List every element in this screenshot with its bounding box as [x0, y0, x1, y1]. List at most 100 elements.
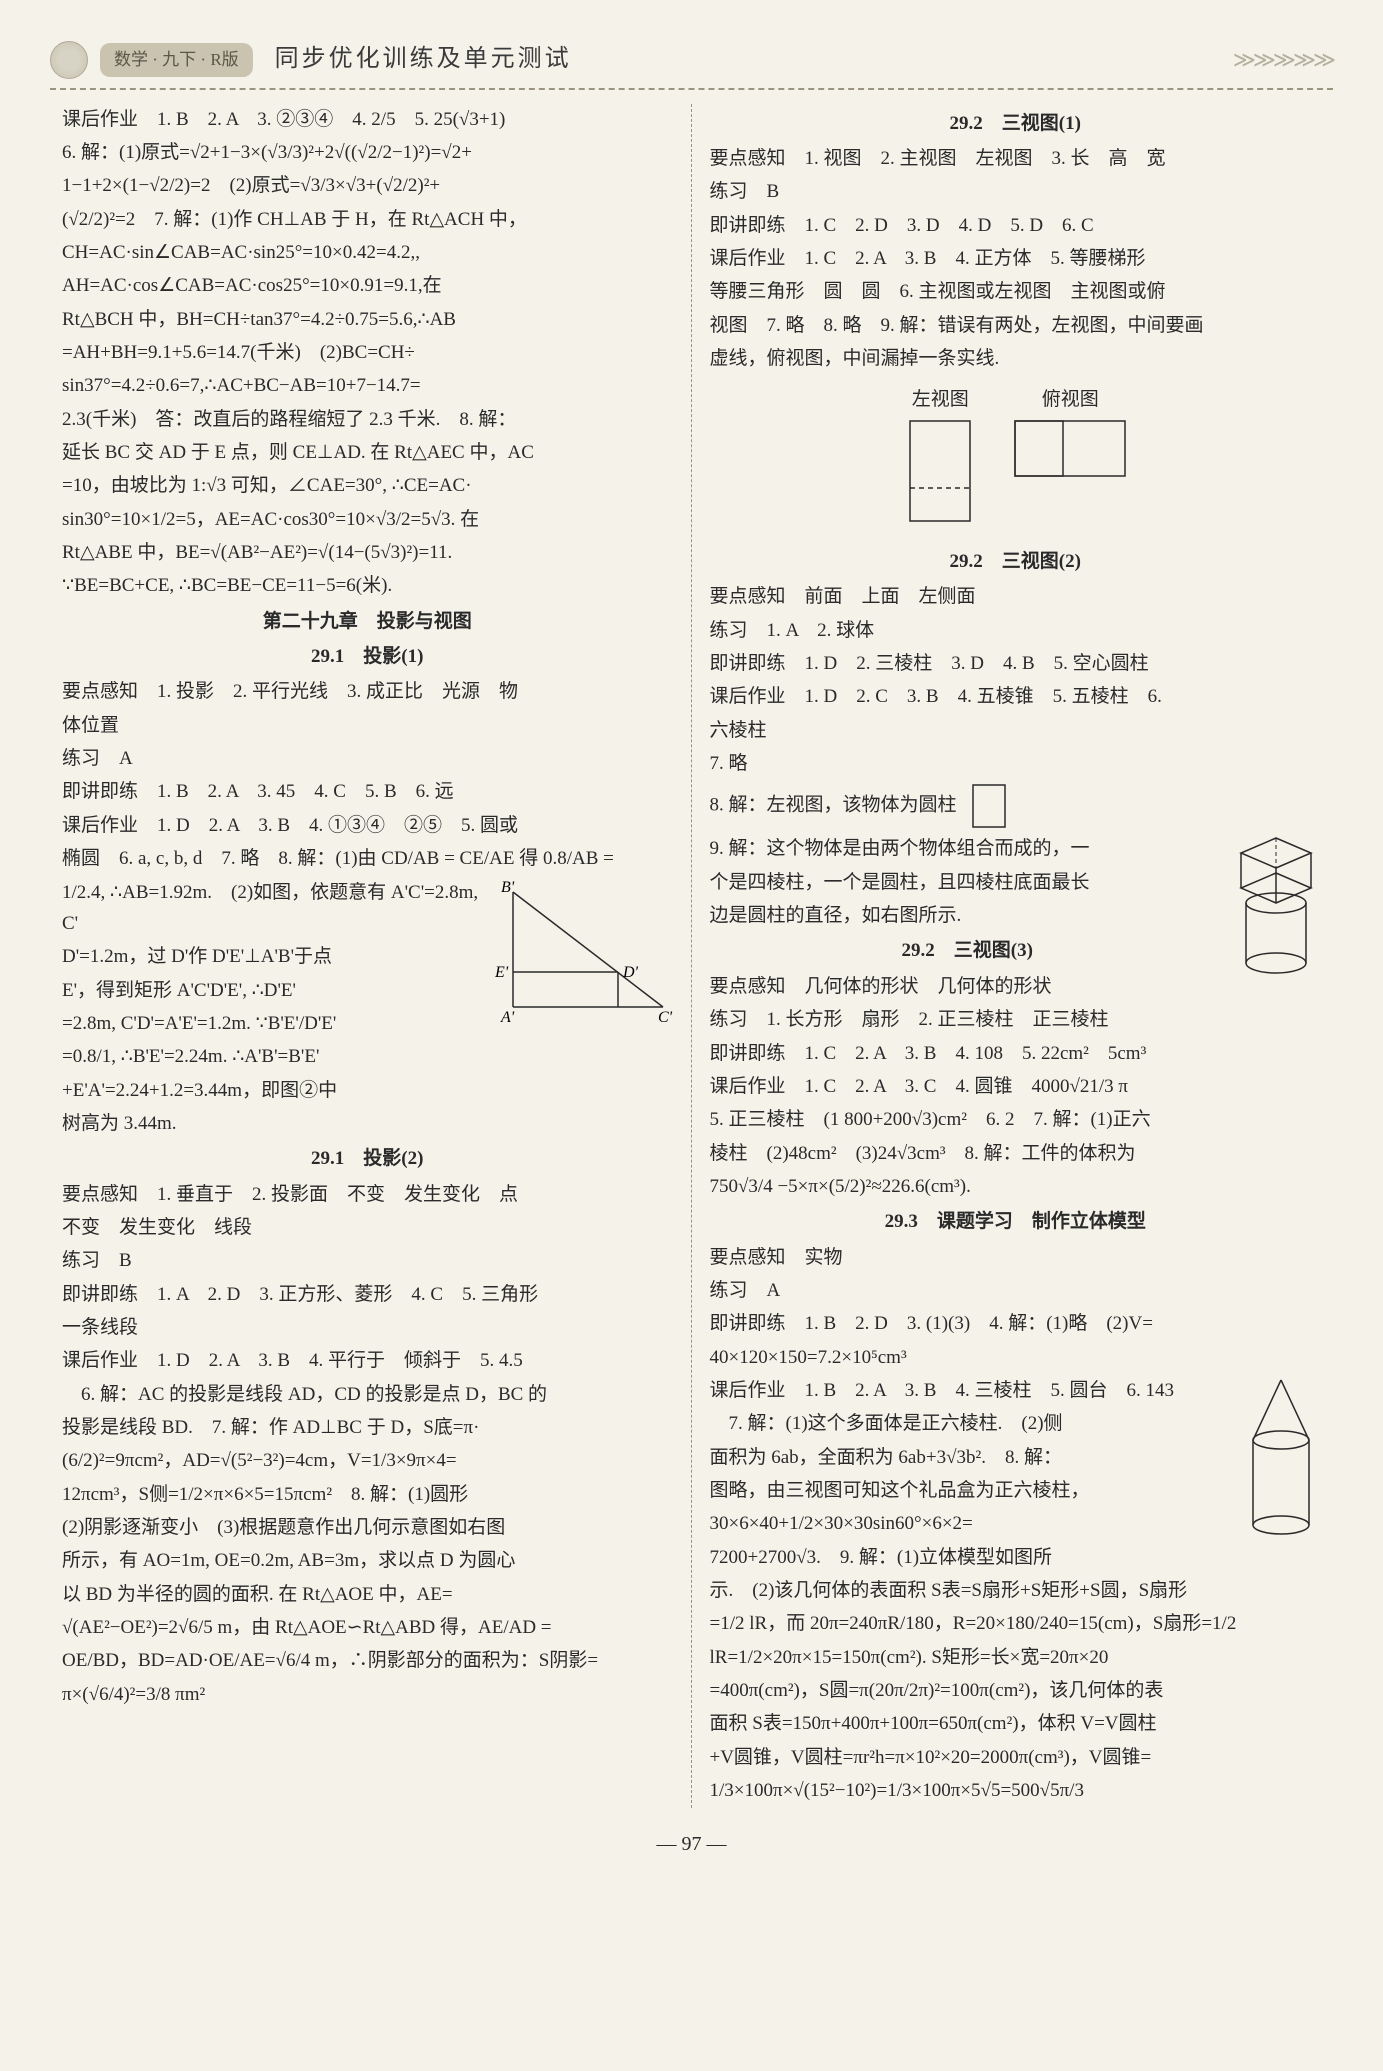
- diagram-label: C': [658, 1009, 673, 1026]
- text-line: CH=AC·sin∠CAB=AC·sin25°=10×0.42=4.2,,: [62, 237, 673, 268]
- section-title: 29.3 课题学习 制作立体模型: [710, 1206, 1322, 1237]
- text-line: 即讲即练 1. B 2. D 3. (1)(3) 4. 解：(1)略 (2)V=: [710, 1308, 1322, 1339]
- left-view-icon: [900, 416, 980, 526]
- view-label: 左视图: [900, 384, 980, 415]
- text-line: 5. 正三棱柱 (1 800+200√3)cm² 6. 2 7. 解：(1)正六: [710, 1104, 1322, 1135]
- text-line: 2.3(千米) 答：改直后的路程缩短了 2.3 千米. 8. 解：: [62, 404, 673, 435]
- text-line: 即讲即练 1. C 2. D 3. D 4. D 5. D 6. C: [710, 210, 1322, 241]
- text-line: 面积 S表=150π+400π+100π=650π(cm²)，体积 V=V圆柱: [710, 1708, 1322, 1739]
- book-tag: 数学 · 九下 · R版: [100, 43, 253, 77]
- text-line: ∵BE=BC+CE, ∴BC=BE−CE=11−5=6(米).: [62, 570, 673, 601]
- text-line: 30×6×40+1/2×30×30sin60°×6×2=: [710, 1508, 1322, 1539]
- text-line: (√2/2)²=2 7. 解：(1)作 CH⊥AB 于 H，在 Rt△ACH 中…: [62, 204, 673, 235]
- page-title: 同步优化训练及单元测试: [275, 40, 572, 80]
- text-line: 要点感知 几何体的形状 几何体的形状: [710, 971, 1322, 1002]
- text-line: π×(√6/4)²=3/8 πm²: [62, 1679, 673, 1710]
- text-line: +E'A'=2.24+1.2=3.44m，即图②中: [62, 1075, 673, 1106]
- text-span: 8. 解：左视图，该物体为圆柱: [710, 795, 957, 816]
- text-line: 投影是线段 BD. 7. 解：作 AD⊥BC 于 D，S底=π·: [62, 1412, 673, 1443]
- text-line: 练习 B: [62, 1245, 673, 1276]
- text-line: 即讲即练 1. C 2. A 3. B 4. 108 5. 22cm² 5cm³: [710, 1038, 1322, 1069]
- text-line: sin30°=10×1/2=5，AE=AC·cos30°=10×√3/2=5√3…: [62, 504, 673, 535]
- text-line: 以 BD 为半径的圆的面积. 在 Rt△AOE 中，AE=: [62, 1579, 673, 1610]
- text-line: 1−1+2×(1−√2/2)=2 (2)原式=√3/3×√3+(√2/2)²+: [62, 170, 673, 201]
- text-line: 要点感知 实物: [710, 1242, 1322, 1273]
- text-line: 课后作业 1. B 2. A 3. ②③④ 4. 2/5 5. 25(√3+1): [62, 104, 673, 135]
- text-line: 40×120×150=7.2×10⁵cm³: [710, 1342, 1322, 1373]
- text-line: 一条线段: [62, 1312, 673, 1343]
- text-line: 1/3×100π×√(15²−10²)=1/3×100π×5√5=500√5π/…: [710, 1775, 1322, 1806]
- text-line: 课后作业 1. C 2. A 3. C 4. 圆锥 4000√21/3 π: [710, 1071, 1322, 1102]
- header-left: 数学 · 九下 · R版 同步优化训练及单元测试: [50, 40, 572, 80]
- text-line: 课后作业 1. D 2. A 3. B 4. 平行于 倾斜于 5. 4.5: [62, 1345, 673, 1376]
- top-view-block: 俯视图: [1010, 384, 1130, 536]
- text-line: 即讲即练 1. A 2. D 3. 正方形、菱形 4. C 5. 三角形: [62, 1279, 673, 1310]
- left-column: 课后作业 1. B 2. A 3. ②③④ 4. 2/5 5. 25(√3+1)…: [50, 104, 692, 1809]
- text-line: 树高为 3.44m.: [62, 1108, 673, 1139]
- text-line: 不变 发生变化 线段: [62, 1212, 673, 1243]
- text-line: 课后作业 1. B 2. A 3. B 4. 三棱柱 5. 圆台 6. 143: [710, 1375, 1322, 1406]
- text-line: 要点感知 1. 视图 2. 主视图 左视图 3. 长 高 宽: [710, 143, 1322, 174]
- text-line: lR=1/2×20π×15=150π(cm²). S矩形=长×宽=20π×20: [710, 1642, 1322, 1673]
- text-line: =AH+BH=9.1+5.6=14.7(千米) (2)BC=CH÷: [62, 337, 673, 368]
- prism-cylinder-icon: [1231, 833, 1321, 983]
- text-line: 即讲即练 1. B 2. A 3. 45 4. C 5. B 6. 远: [62, 776, 673, 807]
- text-line: 练习 1. A 2. 球体: [710, 615, 1322, 646]
- page-number: — 97 —: [50, 1828, 1333, 1861]
- text-line: 练习 A: [710, 1275, 1322, 1306]
- section-title: 29.2 三视图(2): [710, 546, 1322, 577]
- text-line: 6. 解：AC 的投影是线段 AD，CD 的投影是点 D，BC 的: [62, 1379, 673, 1410]
- diagram-label: B': [501, 879, 515, 896]
- text-line: 所示，有 AO=1m, OE=0.2m, AB=3m，求以点 D 为圆心: [62, 1545, 673, 1576]
- text-line: 延长 BC 交 AD 于 E 点，则 CE⊥AD. 在 Rt△AEC 中，AC: [62, 437, 673, 468]
- text-line: AH=AC·cos∠CAB=AC·cos25°=10×0.91=9.1,在: [62, 270, 673, 301]
- chapter-title: 第二十九章 投影与视图: [62, 606, 673, 637]
- text-line: 7. 解：(1)这个多面体是正六棱柱. (2)侧: [710, 1408, 1322, 1439]
- text-line: 750√3/4 −5×π×(5/2)²≈226.6(cm³).: [710, 1171, 1322, 1202]
- left-view-block: 左视图: [900, 384, 980, 536]
- triangle-diagram: B' E' D' A' C': [493, 877, 673, 1027]
- text-line: 12πcm³，S侧=1/2×π×6×5=15πcm² 8. 解：(1)圆形: [62, 1479, 673, 1510]
- text-line: 6. 解：(1)原式=√2+1−3×(√3/3)²+2√((√2/2−1)²)=…: [62, 137, 673, 168]
- rect-icon: [969, 781, 1009, 831]
- text-line: 课后作业 1. D 2. C 3. B 4. 五棱锥 5. 五棱柱 6.: [710, 681, 1322, 712]
- text-line: 椭圆 6. a, c, b, d 7. 略 8. 解：(1)由 CD/AB = …: [62, 843, 673, 874]
- text-line: =10，由坡比为 1:√3 可知，∠CAE=30°, ∴CE=AC·: [62, 470, 673, 501]
- text-line: 要点感知 1. 投影 2. 平行光线 3. 成正比 光源 物: [62, 676, 673, 707]
- text-line: 课后作业 1. C 2. A 3. B 4. 正方体 5. 等腰梯形: [710, 243, 1322, 274]
- chevron-icon: ≫≫≫≫≫: [1233, 42, 1333, 78]
- right-column: 29.2 三视图(1) 要点感知 1. 视图 2. 主视图 左视图 3. 长 高…: [692, 104, 1334, 1809]
- section-title: 29.1 投影(2): [62, 1143, 673, 1174]
- text-line: 个是四棱柱，一个是圆柱，且四棱柱底面最长: [710, 867, 1322, 898]
- text-line: 练习 B: [710, 176, 1322, 207]
- text-line: 六棱柱: [710, 715, 1322, 746]
- text-line: (6/2)²=9πcm²，AD=√(5²−3²)=4cm，V=1/3×9π×4=: [62, 1445, 673, 1476]
- text-line: 体位置: [62, 710, 673, 741]
- text-line: 7200+2700√3. 9. 解：(1)立体模型如图所: [710, 1542, 1322, 1573]
- text-line: 即讲即练 1. D 2. 三棱柱 3. D 4. B 5. 空心圆柱: [710, 648, 1322, 679]
- views-diagram: 左视图 俯视图: [710, 384, 1322, 536]
- text-line: Rt△ABE 中，BE=√(AB²−AE²)=√(14−(5√3)²)=11.: [62, 537, 673, 568]
- content-columns: 课后作业 1. B 2. A 3. ②③④ 4. 2/5 5. 25(√3+1)…: [50, 104, 1333, 1809]
- text-line: 虚线，俯视图，中间漏掉一条实线.: [710, 343, 1322, 374]
- page-header: 数学 · 九下 · R版 同步优化训练及单元测试 ≫≫≫≫≫: [50, 40, 1333, 90]
- text-line: 图略，由三视图可知这个礼品盒为正六棱柱，: [710, 1475, 1322, 1506]
- diagram-label: D': [622, 964, 639, 981]
- text-line: =400π(cm²)，S圆=π(20π/2π)²=100π(cm²)，该几何体的…: [710, 1675, 1322, 1706]
- text-line: 视图 7. 略 8. 略 9. 解：错误有两处，左视图，中间要画: [710, 310, 1322, 341]
- text-line: OE/BD，BD=AD·OE/AE=√6/4 m，∴阴影部分的面积为：S阴影=: [62, 1645, 673, 1676]
- text-line: √(AE²−OE²)=2√6/5 m，由 Rt△AOE∽Rt△ABD 得，AE/…: [62, 1612, 673, 1643]
- text-line: 9. 解：这个物体是由两个物体组合而成的，一: [710, 833, 1322, 864]
- top-view-icon: [1010, 416, 1130, 486]
- diagram-label: E': [494, 964, 509, 981]
- text-line: 要点感知 前面 上面 左侧面: [710, 581, 1322, 612]
- text-line: 练习 1. 长方形 扇形 2. 正三棱柱 正三棱柱: [710, 1004, 1322, 1035]
- text-line: 示. (2)该几何体的表面积 S表=S扇形+S矩形+S圆，S扇形: [710, 1575, 1322, 1606]
- logo-icon: [50, 41, 88, 79]
- section-title: 29.2 三视图(3): [710, 935, 1322, 966]
- text-line: 7. 略: [710, 748, 1322, 779]
- text-line: 练习 A: [62, 743, 673, 774]
- text-line: 等腰三角形 圆 圆 6. 主视图或左视图 主视图或俯: [710, 276, 1322, 307]
- text-line: (2)阴影逐渐变小 (3)根据题意作出几何示意图如右图: [62, 1512, 673, 1543]
- text-line: 要点感知 1. 垂直于 2. 投影面 不变 发生变化 点: [62, 1179, 673, 1210]
